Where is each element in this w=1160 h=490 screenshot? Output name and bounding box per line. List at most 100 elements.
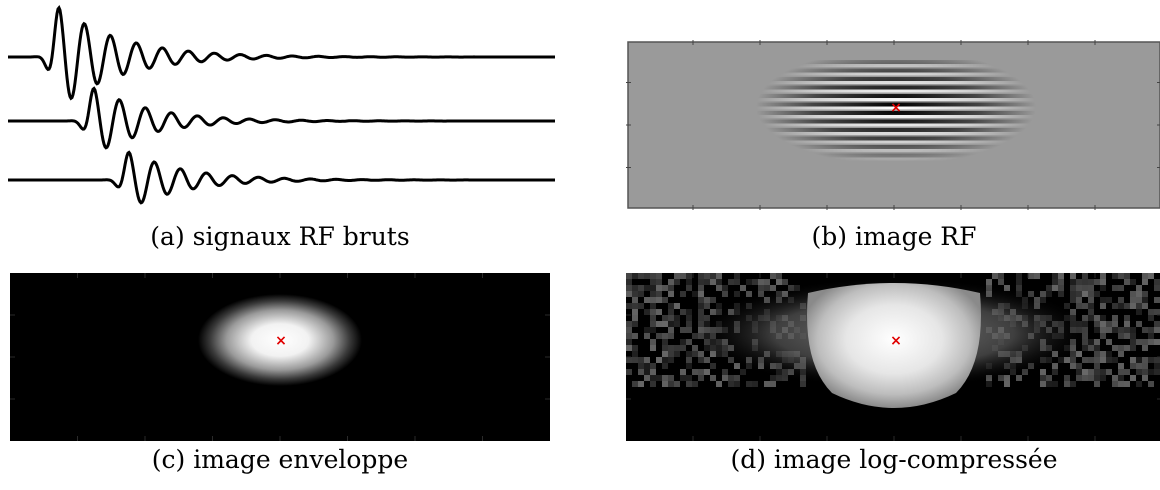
speckle-cell [650, 381, 656, 387]
speckle-cell [1070, 381, 1076, 387]
speckle-cell [1040, 291, 1046, 297]
speckle-cell [710, 273, 716, 279]
rf-stripe [756, 102, 1036, 107]
speckle-cell [698, 315, 704, 321]
speckle-cell [1070, 285, 1076, 291]
speckle-cell [1064, 381, 1070, 387]
speckle-cell [662, 333, 668, 339]
speckle-cell [998, 273, 1004, 279]
speckle-cell [1106, 297, 1112, 303]
speckle-cell [1142, 357, 1148, 363]
speckle-cell [1142, 369, 1148, 375]
rf-trace-1 [8, 4, 555, 101]
speckle-cell [1112, 303, 1118, 309]
rf-stripe [756, 68, 1036, 73]
speckle-cell [1118, 375, 1124, 381]
rf-stripe [756, 81, 1036, 84]
speckle-cell [626, 333, 632, 339]
speckle-cell [1130, 333, 1136, 339]
speckle-cell [680, 291, 686, 297]
speckle-cell [1076, 375, 1082, 381]
speckle-cell [680, 327, 686, 333]
speckle-cell [1064, 375, 1070, 381]
speckle-cell [1118, 327, 1124, 333]
speckle-cell [632, 297, 638, 303]
speckle-cell [668, 375, 674, 381]
speckle-cell [1088, 285, 1094, 291]
speckle-cell [1118, 303, 1124, 309]
speckle-cell [1016, 375, 1022, 381]
speckle-cell [668, 333, 674, 339]
speckle-cell [782, 279, 788, 285]
speckle-cell [752, 279, 758, 285]
speckle-cell [1016, 273, 1022, 279]
speckle-cell [668, 291, 674, 297]
speckle-cell [1124, 273, 1130, 279]
speckle-cell [1100, 375, 1106, 381]
speckle-cell [1052, 381, 1058, 387]
speckle-cell [1148, 327, 1154, 333]
rf-image: × [626, 40, 1160, 210]
speckle-cell [704, 273, 710, 279]
speckle-cell [638, 357, 644, 363]
speckle-cell [1130, 345, 1136, 351]
speckle-cell [728, 381, 734, 387]
speckle-cell [1070, 297, 1076, 303]
speckle-cell [1130, 363, 1136, 369]
speckle-cell [692, 351, 698, 357]
speckle-cell [1148, 369, 1154, 375]
speckle-cell [1154, 339, 1160, 345]
speckle-cell [686, 321, 692, 327]
speckle-cell [674, 273, 680, 279]
marker-c: × [275, 333, 287, 349]
speckle-cell [1124, 345, 1130, 351]
speckle-cell [668, 345, 674, 351]
rf-stripe [756, 119, 1036, 124]
rf-stripe [756, 115, 1036, 118]
speckle-cell [1052, 363, 1058, 369]
speckle-cell [1142, 327, 1148, 333]
speckle-cell [1136, 363, 1142, 369]
speckle-cell [1136, 321, 1142, 327]
speckle-cell [656, 375, 662, 381]
speckle-cell [1142, 303, 1148, 309]
speckle-cell [1136, 303, 1142, 309]
speckle-cell [1028, 273, 1034, 279]
speckle-cell [776, 273, 782, 279]
speckle-cell [680, 369, 686, 375]
speckle-cell [764, 279, 770, 285]
speckle-cell [1046, 291, 1052, 297]
speckle-cell [1136, 309, 1142, 315]
speckle-cell [668, 351, 674, 357]
speckle-cell [1124, 303, 1130, 309]
speckle-cell [1082, 375, 1088, 381]
speckle-cell [632, 315, 638, 321]
speckle-cell [710, 375, 716, 381]
rf-stripe [756, 140, 1036, 144]
speckle-cell [650, 369, 656, 375]
speckle-cell [716, 381, 722, 387]
speckle-cell [626, 285, 632, 291]
speckle-cell [1076, 351, 1082, 357]
speckle-cell [686, 375, 692, 381]
speckle-cell [1034, 273, 1040, 279]
speckle-cell [1100, 351, 1106, 357]
speckle-cell [1040, 375, 1046, 381]
speckle-cell [626, 291, 632, 297]
speckle-cell [632, 381, 638, 387]
speckle-cell [668, 303, 674, 309]
speckle-cell [668, 279, 674, 285]
rf-stripe [756, 77, 1036, 81]
speckle-cell [1058, 279, 1064, 285]
speckle-cell [656, 279, 662, 285]
speckle-cell [638, 363, 644, 369]
speckle-cell [650, 375, 656, 381]
speckle-cell [1142, 273, 1148, 279]
speckle-cell [632, 309, 638, 315]
speckle-cell [650, 345, 656, 351]
speckle-cell [1118, 345, 1124, 351]
speckle-cell [650, 303, 656, 309]
caption-c: (c) image enveloppe [151, 445, 409, 474]
speckle-cell [686, 327, 692, 333]
speckle-cell [1100, 321, 1106, 327]
